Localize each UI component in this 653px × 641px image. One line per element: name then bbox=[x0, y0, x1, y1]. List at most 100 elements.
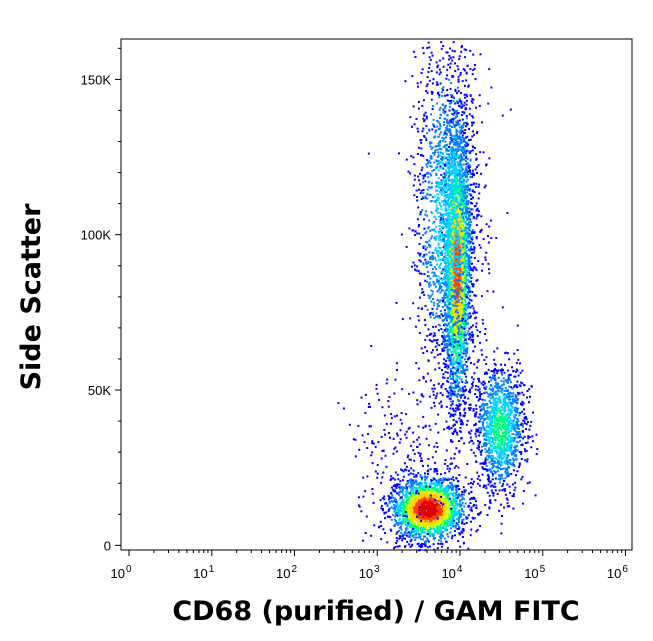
data-point bbox=[408, 469, 410, 472]
data-point bbox=[409, 514, 412, 517]
data-point bbox=[460, 493, 463, 496]
data-point bbox=[454, 332, 457, 335]
data-point bbox=[401, 492, 404, 494]
data-point bbox=[425, 518, 428, 521]
data-point bbox=[399, 504, 402, 507]
data-point bbox=[445, 316, 447, 319]
data-point bbox=[432, 488, 435, 490]
data-point bbox=[454, 492, 457, 495]
data-point bbox=[462, 510, 465, 513]
data-point bbox=[438, 508, 440, 511]
data-point bbox=[456, 226, 459, 229]
data-point bbox=[421, 503, 424, 505]
data-point bbox=[440, 523, 443, 526]
data-point bbox=[419, 522, 422, 525]
data-point bbox=[411, 494, 414, 497]
data-point bbox=[449, 279, 452, 282]
data-point bbox=[462, 307, 464, 310]
data-point bbox=[457, 510, 460, 512]
data-point bbox=[463, 414, 466, 417]
data-point bbox=[464, 333, 467, 336]
data-point bbox=[421, 525, 424, 528]
data-point bbox=[452, 235, 455, 238]
data-point bbox=[468, 210, 471, 213]
data-point bbox=[454, 265, 457, 268]
data-point bbox=[412, 469, 415, 472]
data-point bbox=[475, 322, 478, 325]
data-point bbox=[452, 363, 455, 366]
data-point bbox=[449, 482, 451, 484]
data-point bbox=[401, 539, 404, 542]
data-point bbox=[432, 528, 435, 530]
data-point bbox=[428, 516, 431, 519]
data-point bbox=[467, 303, 470, 306]
data-point bbox=[458, 526, 461, 529]
data-point bbox=[439, 491, 442, 494]
data-point bbox=[448, 261, 451, 263]
data-point bbox=[407, 511, 410, 514]
data-point bbox=[449, 385, 452, 388]
data-point bbox=[453, 506, 456, 509]
data-point bbox=[467, 305, 470, 307]
data-point bbox=[467, 315, 470, 318]
data-point bbox=[449, 382, 452, 385]
data-point bbox=[407, 524, 410, 527]
data-point bbox=[447, 334, 450, 336]
data-point bbox=[460, 252, 462, 255]
data-point bbox=[457, 523, 460, 526]
data-point bbox=[442, 524, 445, 527]
data-point bbox=[441, 517, 444, 520]
data-point bbox=[431, 493, 434, 496]
data-point bbox=[427, 489, 430, 491]
data-point bbox=[434, 494, 437, 497]
data-point bbox=[460, 338, 463, 341]
data-point bbox=[442, 500, 445, 503]
data-point bbox=[459, 105, 462, 108]
data-point bbox=[448, 329, 450, 331]
data-point bbox=[443, 487, 446, 490]
data-point bbox=[466, 348, 469, 351]
data-point bbox=[461, 519, 464, 522]
data-point bbox=[462, 529, 465, 532]
data-point bbox=[460, 146, 463, 149]
data-point bbox=[413, 494, 416, 497]
data-point bbox=[452, 351, 455, 354]
data-point bbox=[460, 193, 463, 196]
data-point bbox=[452, 194, 455, 197]
data-point bbox=[453, 363, 456, 366]
data-point bbox=[449, 361, 452, 364]
data-point bbox=[454, 240, 457, 243]
data-point bbox=[461, 80, 464, 83]
data-point bbox=[422, 486, 425, 489]
data-point bbox=[447, 487, 450, 490]
data-point bbox=[396, 483, 399, 486]
data-point bbox=[419, 474, 422, 477]
data-point bbox=[432, 516, 435, 519]
data-point bbox=[395, 532, 398, 535]
data-point bbox=[402, 486, 405, 489]
data-point bbox=[431, 507, 434, 510]
data-point bbox=[411, 520, 414, 523]
data-point bbox=[448, 159, 450, 161]
data-point bbox=[424, 515, 427, 518]
data-point bbox=[465, 235, 468, 237]
data-point bbox=[465, 522, 468, 525]
data-point bbox=[486, 514, 489, 516]
data-point bbox=[447, 517, 450, 520]
data-point bbox=[430, 509, 432, 512]
data-point bbox=[442, 246, 445, 249]
data-point bbox=[456, 293, 459, 295]
data-point bbox=[399, 506, 402, 509]
data-point bbox=[418, 535, 421, 538]
data-point bbox=[449, 397, 452, 400]
data-point bbox=[448, 470, 451, 473]
data-point bbox=[435, 469, 438, 472]
data-point bbox=[465, 307, 468, 310]
data-point bbox=[433, 470, 436, 473]
data-point bbox=[423, 481, 426, 484]
data-point bbox=[406, 531, 409, 534]
data-point bbox=[467, 547, 470, 550]
data-point bbox=[410, 489, 413, 492]
data-point bbox=[418, 515, 421, 518]
data-point bbox=[432, 518, 435, 521]
